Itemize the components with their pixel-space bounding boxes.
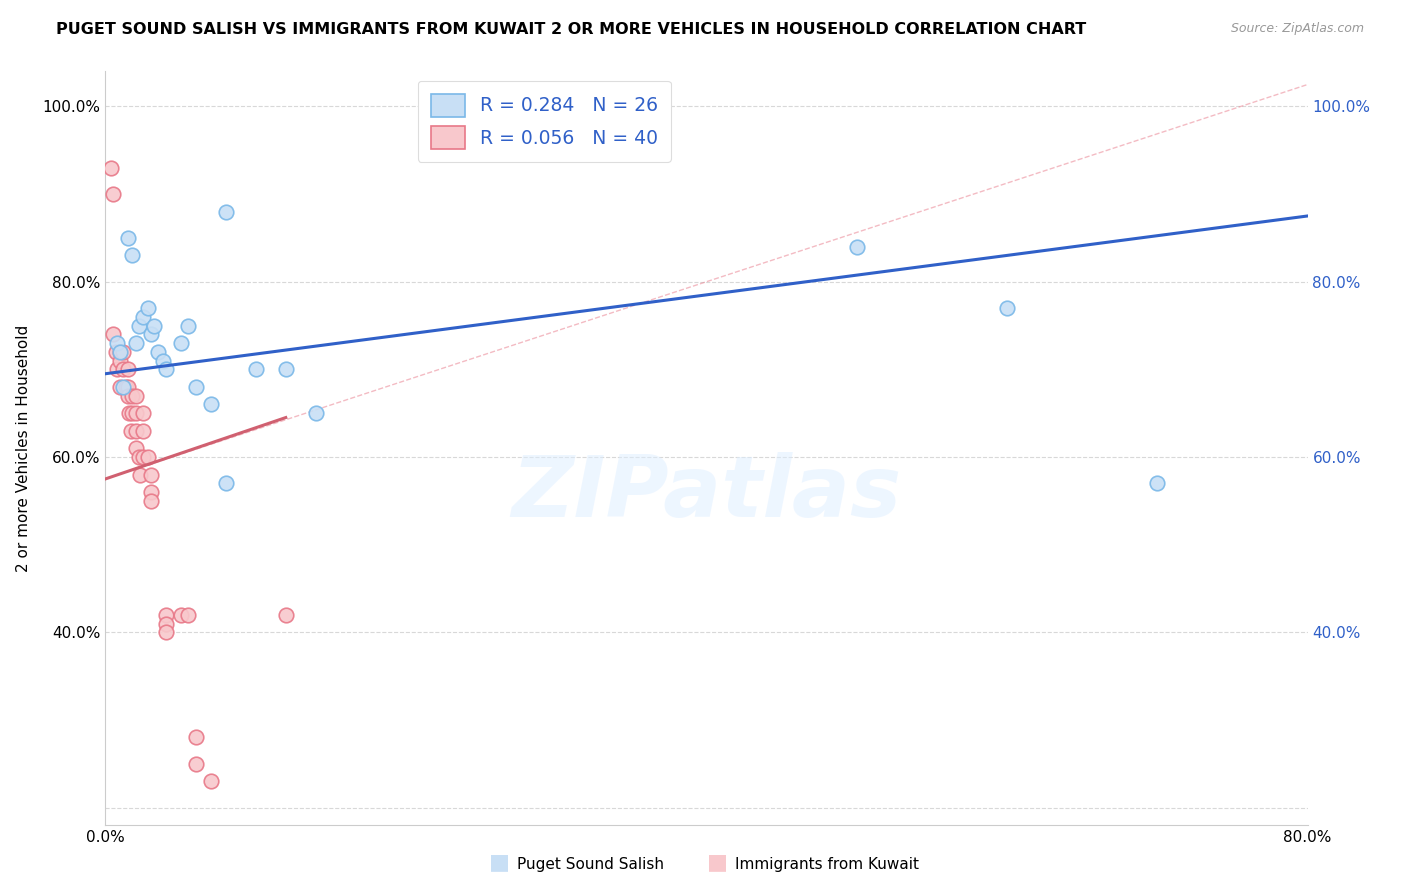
Point xyxy=(274,607,297,622)
Point xyxy=(274,362,297,376)
Point xyxy=(115,380,138,394)
Point xyxy=(184,380,207,394)
Text: PUGET SOUND SALISH VS IMMIGRANTS FROM KUWAIT 2 OR MORE VEHICLES IN HOUSEHOLD COR: PUGET SOUND SALISH VS IMMIGRANTS FROM KU… xyxy=(56,22,1087,37)
Y-axis label: 2 or more Vehicles in Household: 2 or more Vehicles in Household xyxy=(17,325,31,572)
Point xyxy=(177,607,200,622)
Point xyxy=(112,362,135,376)
Point xyxy=(155,616,177,631)
Point xyxy=(132,424,155,438)
Point xyxy=(139,485,162,500)
Point xyxy=(136,301,159,315)
Point xyxy=(101,187,124,202)
Point xyxy=(132,450,155,464)
Point xyxy=(121,406,143,420)
Point xyxy=(124,389,146,403)
Point xyxy=(305,406,328,420)
Point xyxy=(155,607,177,622)
Point xyxy=(152,353,174,368)
Point xyxy=(155,362,177,376)
Point xyxy=(107,362,129,376)
Point xyxy=(184,731,207,745)
Point xyxy=(132,310,155,324)
Point xyxy=(146,344,169,359)
Point xyxy=(121,389,143,403)
Point xyxy=(118,406,141,420)
Point xyxy=(139,467,162,482)
Point xyxy=(112,380,135,394)
Point xyxy=(104,344,127,359)
Point xyxy=(845,240,868,254)
Point xyxy=(101,327,124,342)
Point xyxy=(121,248,143,262)
Point xyxy=(169,336,191,351)
Point xyxy=(139,327,162,342)
Point xyxy=(117,389,139,403)
Point xyxy=(995,301,1018,315)
Point xyxy=(200,774,222,789)
Text: ■: ■ xyxy=(707,853,727,872)
Point xyxy=(200,397,222,411)
Point xyxy=(128,450,150,464)
Point xyxy=(155,625,177,640)
Point xyxy=(177,318,200,333)
Point xyxy=(1146,476,1168,491)
Text: Puget Sound Salish: Puget Sound Salish xyxy=(517,857,665,872)
Point xyxy=(107,336,129,351)
Point xyxy=(124,336,146,351)
Point xyxy=(124,406,146,420)
Point xyxy=(139,493,162,508)
Point xyxy=(124,442,146,455)
Point xyxy=(120,424,142,438)
Point xyxy=(100,161,122,175)
Legend: R = 0.284   N = 26, R = 0.056   N = 40: R = 0.284 N = 26, R = 0.056 N = 40 xyxy=(418,81,671,162)
Text: Immigrants from Kuwait: Immigrants from Kuwait xyxy=(735,857,920,872)
Point xyxy=(117,362,139,376)
Point xyxy=(124,424,146,438)
Point xyxy=(169,607,191,622)
Point xyxy=(184,756,207,771)
Text: ZIPatlas: ZIPatlas xyxy=(512,452,901,535)
Point xyxy=(214,204,236,219)
Point xyxy=(117,231,139,245)
Text: Source: ZipAtlas.com: Source: ZipAtlas.com xyxy=(1230,22,1364,36)
Point xyxy=(110,344,132,359)
Point xyxy=(136,450,159,464)
Point xyxy=(245,362,267,376)
Point xyxy=(214,476,236,491)
Point xyxy=(132,406,155,420)
Point xyxy=(110,353,132,368)
Text: ■: ■ xyxy=(489,853,509,872)
Point xyxy=(110,344,132,359)
Point xyxy=(117,380,139,394)
Point xyxy=(110,380,132,394)
Point xyxy=(128,318,150,333)
Point xyxy=(112,344,135,359)
Point xyxy=(129,467,152,482)
Point xyxy=(142,318,165,333)
